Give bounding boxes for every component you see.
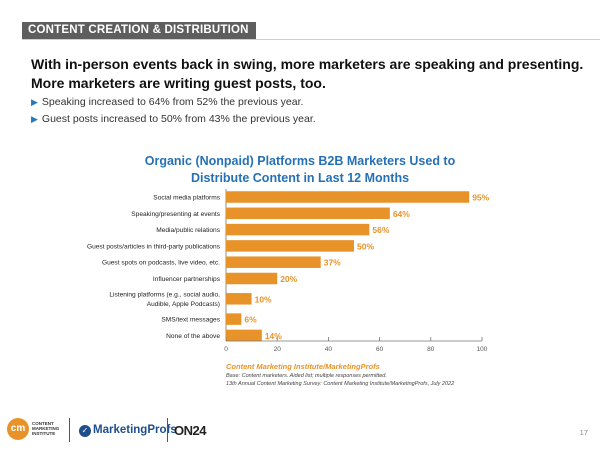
header-rule bbox=[22, 22, 600, 40]
x-tick-label: 60 bbox=[376, 346, 384, 353]
bar bbox=[226, 256, 321, 268]
bar bbox=[226, 313, 242, 325]
logo-divider bbox=[69, 418, 70, 442]
bar bbox=[226, 329, 262, 342]
data-label: 20% bbox=[280, 274, 297, 284]
chart-source: Content Marketing Institute/MarketingPro… bbox=[226, 362, 586, 388]
data-label: 64% bbox=[393, 209, 410, 219]
headline: With in-person events back in swing, mor… bbox=[31, 55, 584, 93]
headline-line-2: More marketers are writing guest posts, … bbox=[31, 75, 326, 91]
category-label: Listening platforms (e.g., social audio, bbox=[109, 292, 220, 299]
headline-line-1: With in-person events back in swing, mor… bbox=[31, 56, 584, 72]
category-label: Guest spots on podcasts, live video, etc… bbox=[102, 260, 220, 267]
page-number: 17 bbox=[579, 428, 588, 437]
category-label: Guest posts/articles in third-party publ… bbox=[87, 243, 221, 250]
marketingprofs-mark-icon: ✓ bbox=[79, 425, 91, 437]
category-label: Influencer partnerships bbox=[153, 276, 221, 283]
category-label: Media/public relations bbox=[156, 227, 220, 234]
category-label: SMS/text messages bbox=[161, 317, 220, 324]
bar bbox=[226, 293, 252, 305]
category-label: None of the above bbox=[166, 333, 220, 340]
section-tag: CONTENT CREATION & DISTRIBUTION bbox=[22, 22, 256, 39]
arrow-icon: ▶ bbox=[31, 97, 38, 107]
arrow-icon: ▶ bbox=[31, 114, 38, 124]
cmi-mark-icon: cm bbox=[7, 418, 29, 440]
chart-title-line-1: Organic (Nonpaid) Platforms B2B Marketer… bbox=[144, 154, 456, 168]
source-base: Base: Content marketers. Aided list; mul… bbox=[226, 373, 387, 379]
cmi-logo: cm CONTENT MARKETING INSTITUTE bbox=[7, 418, 65, 442]
bullet-item: ▶ Guest posts increased to 50% from 43% t… bbox=[31, 111, 551, 128]
bar bbox=[226, 223, 370, 236]
bullet-item: ▶ Speaking increased to 64% from 52% the … bbox=[31, 94, 551, 111]
data-label: 37% bbox=[324, 258, 341, 268]
cmi-wordmark: CONTENT MARKETING INSTITUTE bbox=[32, 421, 60, 436]
data-label: 6% bbox=[244, 315, 257, 325]
bar-chart: 95% Social media platforms 64% Speaking/pre… bbox=[87, 189, 490, 353]
chart-title-line-2: Distribute Content in Last 12 Months bbox=[190, 171, 410, 185]
bullet-text: Speaking increased to 64% from 52% the p… bbox=[41, 96, 304, 108]
x-tick-label: 20 bbox=[274, 346, 282, 353]
data-label: 14% bbox=[265, 331, 282, 341]
bullet-text: Guest posts increased to 50% from 43% th… bbox=[41, 113, 316, 125]
x-tick-label: 80 bbox=[427, 346, 435, 353]
data-label: 56% bbox=[372, 225, 389, 235]
bullet-list: ▶ Speaking increased to 64% from 52% the … bbox=[31, 94, 551, 128]
data-label: 10% bbox=[255, 294, 272, 304]
category-label: Social media platforms bbox=[153, 195, 220, 202]
partner-logos: cm CONTENT MARKETING INSTITUTE ✓ Marketin… bbox=[7, 415, 267, 445]
marketingprofs-logo: ✓ MarketingProfs bbox=[79, 424, 177, 437]
logo-divider bbox=[167, 418, 168, 442]
bar bbox=[226, 207, 390, 220]
bar bbox=[226, 240, 354, 252]
source-title: Content Marketing Institute/MarketingPro… bbox=[226, 362, 380, 371]
x-tick-label: 100 bbox=[477, 346, 488, 353]
on24-logo: ON24 bbox=[174, 423, 206, 438]
source-survey: 13th Annual Content Marketing Survey: Co… bbox=[226, 381, 455, 387]
data-label: 50% bbox=[357, 241, 374, 251]
x-tick-label: 0 bbox=[224, 346, 228, 353]
data-label: 95% bbox=[472, 193, 489, 203]
category-label: Audible, Apple Podcasts) bbox=[147, 301, 220, 308]
category-label: Speaking/presenting at events bbox=[131, 211, 220, 218]
bar bbox=[226, 191, 470, 203]
x-tick-label: 40 bbox=[325, 346, 333, 353]
bar bbox=[226, 272, 278, 285]
